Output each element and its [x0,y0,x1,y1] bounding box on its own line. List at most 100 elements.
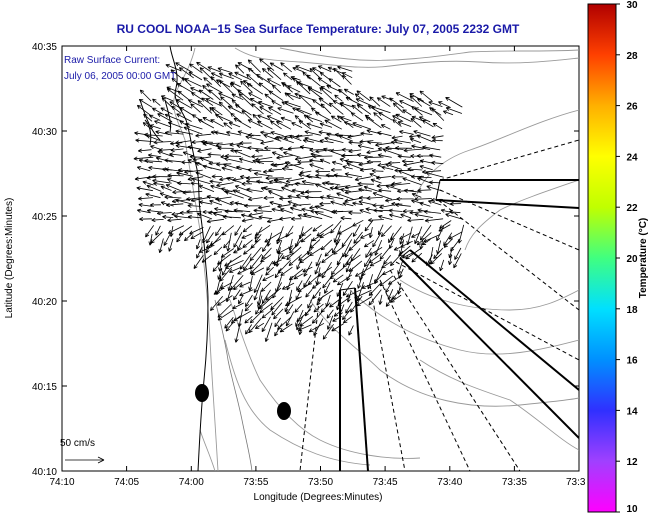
current-vector [151,217,164,223]
current-vector [333,67,344,78]
current-vector [219,79,234,95]
current-vector [329,297,343,308]
current-vector [411,252,423,263]
current-vector [283,151,301,158]
current-vector [212,259,224,272]
current-vector [222,214,241,219]
current-vector [214,114,232,123]
current-vector [309,68,322,80]
current-vector [209,199,223,206]
current-vector [328,102,344,115]
current-vector [331,262,341,276]
current-vector [170,69,185,81]
current-vector [249,247,262,262]
current-vector [195,133,212,138]
current-vector [325,173,343,178]
colorbar-label: Temperature (°C) [638,218,649,299]
x-tick-label: 73:50 [308,477,333,488]
current-vector [175,198,193,205]
current-vector [378,224,384,236]
current-vector [281,282,295,290]
current-vector [443,238,453,248]
current-vector [319,195,334,200]
current-vector [245,179,264,184]
current-vector [172,190,191,195]
current-vector [226,232,232,252]
current-vector [292,66,304,73]
current-vector [300,233,312,243]
current-vector [419,201,431,207]
current-vector [286,93,301,100]
current-vector [146,184,162,192]
current-vector [378,294,383,305]
current-vector [333,173,353,178]
current-vector [197,100,213,114]
current-vector [234,104,252,116]
current-vector [202,140,222,149]
current-vector [346,162,363,170]
current-vector [301,180,322,186]
current-vector [457,224,465,244]
current-vector [145,225,155,238]
current-vector [138,202,153,208]
colorbar-tick-label: 22 [626,203,638,214]
current-vector [280,116,292,122]
current-vector [187,99,204,108]
current-vector [277,107,294,114]
current-vector [165,202,184,208]
current-vector [368,282,382,296]
current-vector [296,315,304,331]
current-vector [409,95,423,107]
current-vector [206,232,214,244]
current-vector [234,71,252,81]
current-vector [254,224,271,236]
current-vector [183,126,203,135]
current-vector [271,302,283,316]
current-vector [432,138,443,143]
colorbar [587,3,617,513]
current-vector [409,138,422,144]
current-vector [356,153,374,158]
current-vector [176,171,194,177]
current-vector [324,247,333,257]
current-vector [319,158,331,164]
plot-area [61,45,580,472]
current-vector [217,146,234,151]
current-vector [385,145,404,151]
current-vector [399,130,414,135]
current-vector [336,192,354,200]
current-vector [442,110,454,116]
current-vector [298,94,312,108]
current-vector [311,281,322,289]
current-vector [330,115,342,123]
current-vector [184,169,203,174]
current-vector [324,282,331,294]
current-vector [150,202,161,208]
current-vector [271,207,284,212]
current-vector [257,114,272,121]
current-vector [403,148,424,153]
current-vector [268,179,282,185]
current-vector [402,209,414,214]
current-vector [429,153,442,158]
current-vector [248,133,261,138]
current-vector [344,121,362,129]
current-vector [374,274,383,284]
current-vector [227,105,243,114]
current-vector [176,83,194,94]
x-tick-label: 73:35 [502,477,527,488]
current-vector [367,140,382,145]
current-vector [280,266,293,276]
current-vector [261,289,271,304]
current-vector [270,131,284,137]
current-vector [273,178,293,186]
current-vector [178,67,194,79]
current-vector [368,289,382,306]
current-vector [326,309,334,319]
current-vector [432,122,443,130]
current-vector [388,208,403,213]
current-vector [177,181,191,186]
current-vector [359,209,371,214]
current-vector [428,199,442,206]
current-vector [149,124,161,130]
